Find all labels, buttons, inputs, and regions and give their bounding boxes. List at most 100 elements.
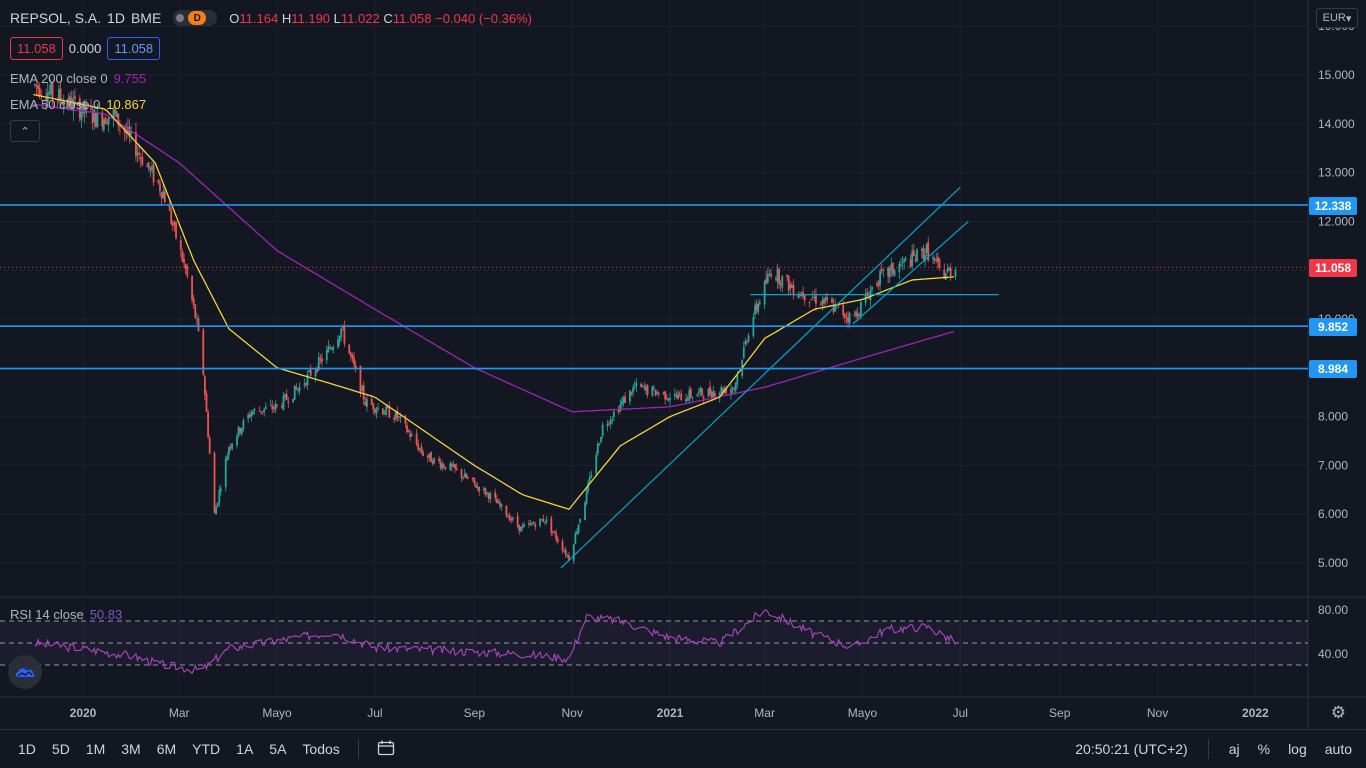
candle-body xyxy=(813,296,816,298)
candle-body xyxy=(938,258,941,268)
candle-body xyxy=(141,157,144,165)
candle-body xyxy=(393,418,396,420)
price-chart[interactable]: 16.00015.00014.00013.00012.00011.00010.0… xyxy=(0,0,1366,728)
interval-label[interactable]: 1D xyxy=(107,10,125,26)
candle-body xyxy=(253,408,256,411)
candle-body xyxy=(823,298,825,304)
candle-body xyxy=(900,264,902,267)
candle-body xyxy=(229,446,232,448)
candle-body xyxy=(130,131,133,135)
log-scale-toggle[interactable]: log xyxy=(1288,741,1307,757)
range-6m-button[interactable]: 6M xyxy=(156,741,177,757)
candle-body xyxy=(665,397,668,399)
range-5a-button[interactable]: 5A xyxy=(269,741,287,757)
candle-body xyxy=(609,420,612,424)
currency-selector[interactable]: EUR ▾ xyxy=(1316,8,1358,28)
range-1d-button[interactable]: 1D xyxy=(18,741,36,757)
candle-body xyxy=(454,464,456,469)
settings-gear-icon[interactable]: ⚙ xyxy=(1330,703,1346,722)
candle-body xyxy=(417,443,420,450)
candle-body xyxy=(74,96,76,99)
rsi-legend[interactable]: RSI 14 close 50.83 xyxy=(10,607,122,622)
candle-body xyxy=(83,100,86,113)
candle-body xyxy=(544,521,546,523)
candle-body xyxy=(887,267,890,277)
sell-price-box[interactable]: 11.058 xyxy=(10,37,63,60)
candle-body xyxy=(898,263,901,272)
ema50-legend[interactable]: EMA 50 close 0 10.867 xyxy=(10,97,146,112)
candle-body xyxy=(611,419,614,421)
exchange-label: BME xyxy=(130,10,162,26)
range-5d-button[interactable]: 5D xyxy=(51,741,70,757)
candle-body xyxy=(779,283,782,286)
candle-body xyxy=(620,401,623,405)
auto-scale-toggle[interactable]: auto xyxy=(1324,741,1352,757)
candle-body xyxy=(386,405,389,408)
candle-body xyxy=(194,304,197,318)
symbol-legend: REPSOL, S.A. 1D BME D O11.164 H11.190 L1… xyxy=(10,10,532,26)
range-1m-button[interactable]: 1M xyxy=(85,741,106,757)
market-status-toggle[interactable]: D xyxy=(173,10,218,26)
candle-body xyxy=(202,329,205,375)
candle-body xyxy=(431,460,434,465)
candle-body xyxy=(916,249,918,262)
candle-body xyxy=(37,85,39,89)
candle-body xyxy=(308,370,311,372)
candle-body xyxy=(274,403,277,410)
range-ytd-button[interactable]: YTD xyxy=(192,741,221,757)
clock-timezone[interactable]: 20:50:21 (UTC+2) xyxy=(1075,741,1188,757)
collapse-legend-button[interactable]: ⌃ xyxy=(10,120,40,142)
candle-body xyxy=(516,515,519,527)
candle-body xyxy=(337,339,339,348)
resistance-price-badge: 12.338 xyxy=(1309,197,1357,215)
rsi-name: RSI 14 close xyxy=(10,607,84,622)
candle-body xyxy=(508,515,511,521)
candle-body xyxy=(406,425,408,433)
candle-body xyxy=(444,466,447,470)
percent-scale-toggle[interactable]: % xyxy=(1257,741,1271,757)
ema50-line xyxy=(33,93,954,511)
candle-body xyxy=(484,488,487,495)
candle-body xyxy=(890,264,893,271)
range-1a-button[interactable]: 1A xyxy=(236,741,254,757)
candle-body xyxy=(375,409,378,414)
candle-body xyxy=(293,385,296,400)
candle-body xyxy=(699,387,702,393)
candle-body xyxy=(94,112,97,128)
adjust-toggle[interactable]: aj xyxy=(1228,741,1240,757)
candle-body xyxy=(911,251,914,267)
price-tick-label: 6.000 xyxy=(1318,507,1348,521)
candle-body xyxy=(948,268,950,271)
candle-body xyxy=(527,523,530,525)
candle-body xyxy=(819,304,822,306)
candle-body xyxy=(353,357,355,365)
ema200-legend[interactable]: EMA 200 close 0 9.755 xyxy=(10,71,146,86)
candle-body xyxy=(927,241,930,261)
candle-body xyxy=(494,492,497,499)
candle-body xyxy=(151,166,153,170)
candle-body xyxy=(351,355,354,359)
candle-body xyxy=(563,551,566,553)
goto-date-calendar-icon[interactable] xyxy=(369,740,403,759)
candle-body xyxy=(33,84,36,86)
candle-body xyxy=(35,84,38,87)
candle-body xyxy=(617,410,620,413)
candle-body xyxy=(298,386,301,392)
buy-price-box[interactable]: 11.058 xyxy=(107,37,161,60)
time-tick-label: Nov xyxy=(561,706,582,720)
candle-body xyxy=(904,258,907,260)
candle-body xyxy=(309,369,312,376)
candle-body xyxy=(284,394,286,397)
tradingview-logo[interactable] xyxy=(8,655,42,689)
toolbar-divider xyxy=(1207,739,1209,759)
candle-body xyxy=(216,502,219,507)
candle-body xyxy=(640,383,643,388)
range-3m-button[interactable]: 3M xyxy=(121,741,141,757)
candle-body xyxy=(285,394,288,400)
candle-body xyxy=(561,541,564,551)
range-all-button[interactable]: Todos xyxy=(302,741,340,757)
candle-body xyxy=(399,416,402,418)
candle-body xyxy=(228,447,230,455)
candle-body xyxy=(192,298,195,306)
candle-body xyxy=(359,365,362,394)
